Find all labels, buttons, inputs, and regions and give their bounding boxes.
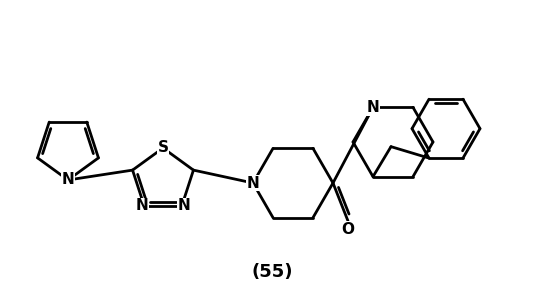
Text: N: N bbox=[178, 198, 190, 213]
Text: S: S bbox=[158, 141, 168, 156]
Text: (55): (55) bbox=[251, 263, 293, 281]
Text: N: N bbox=[367, 100, 379, 115]
Text: O: O bbox=[342, 222, 354, 236]
Text: N: N bbox=[136, 198, 149, 213]
Text: N: N bbox=[247, 176, 259, 190]
Text: N: N bbox=[62, 173, 74, 188]
